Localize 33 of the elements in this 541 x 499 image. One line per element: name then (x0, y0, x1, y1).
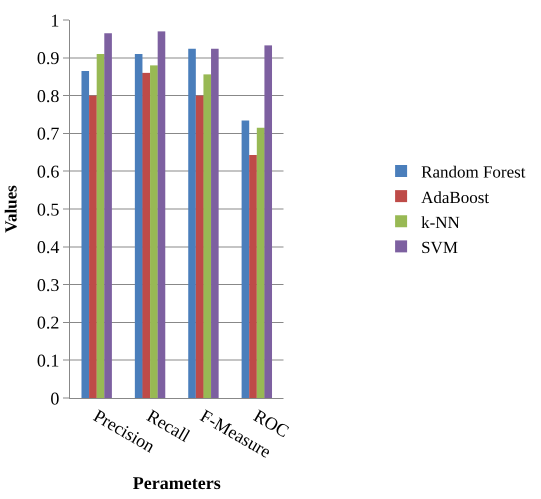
legend-label: SVM (421, 238, 458, 257)
y-tick-label: 0 (50, 388, 60, 408)
y-tick-label: 0.6 (36, 162, 60, 182)
bar (89, 96, 97, 398)
legend-label: k-NN (421, 212, 460, 232)
y-tick-label: 0.3 (36, 274, 60, 295)
y-axis-title: Values (1, 184, 20, 233)
y-tick-label: 0.5 (36, 199, 60, 220)
bar (188, 48, 196, 398)
x-axis-title: Perameters (132, 472, 221, 493)
y-tick-label: 0.7 (36, 124, 60, 144)
bar (150, 65, 158, 398)
bar (104, 33, 112, 398)
y-tick-label: 0.9 (36, 48, 60, 68)
bar (158, 31, 166, 398)
legend-label: Random Forest (421, 162, 526, 182)
y-tick-label: 0.1 (36, 350, 60, 370)
y-tick-label: 0.8 (36, 86, 60, 106)
y-tick-label: 0.2 (36, 312, 60, 333)
bar (142, 72, 150, 398)
bar (196, 96, 204, 398)
bar (249, 154, 257, 398)
bar (81, 71, 90, 398)
y-tick-label: 0.4 (36, 237, 60, 258)
bar (242, 120, 250, 398)
y-tick-label: 1 (50, 10, 60, 30)
legend-label: AdaBoost (421, 188, 490, 207)
bar (264, 45, 272, 398)
bar (96, 54, 104, 398)
bar (134, 54, 142, 398)
bar (256, 128, 264, 398)
bar (211, 48, 219, 398)
bar (203, 74, 212, 398)
